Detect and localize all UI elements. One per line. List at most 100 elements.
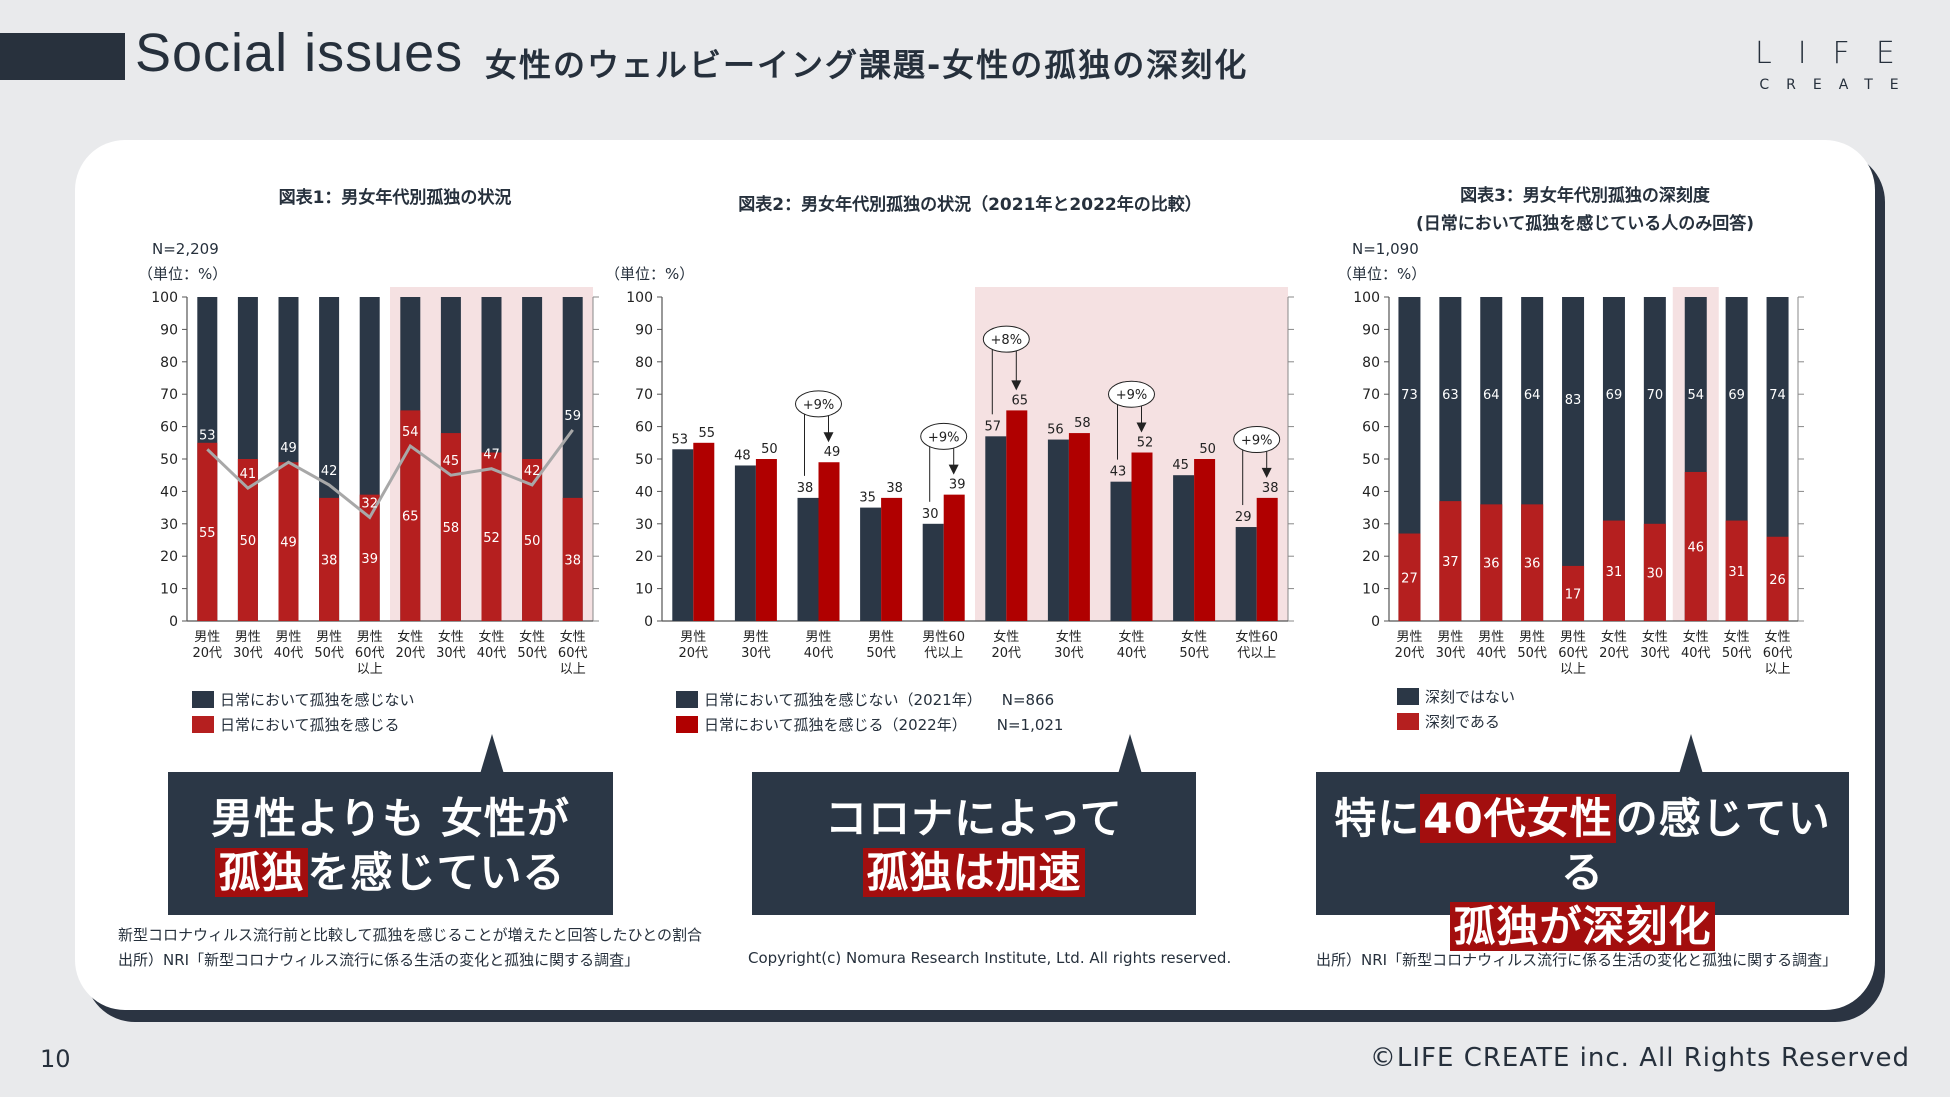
bar-segment-red <box>197 442 218 621</box>
page-subtitle: 女性のウェルビーイング課題-女性の孤独の深刻化 <box>485 46 1249 84</box>
data-label-red: 46 <box>1687 540 1704 555</box>
legend-swatch-dark <box>1397 688 1419 705</box>
x-tick-label: 男性 <box>235 630 261 645</box>
data-label-red: 36 <box>1483 557 1500 572</box>
chart2-title: 図表2：男女年代別孤独の状況（2021年と2022年の比較） <box>738 195 1202 215</box>
x-tick-label: 20代 <box>396 646 426 661</box>
bar-2022 <box>755 459 777 621</box>
x-tick-label: 女性60 <box>1235 629 1278 645</box>
legend-swatch-red <box>676 716 698 733</box>
data-label-red: 30 <box>1647 566 1664 581</box>
annotation-bubble <box>920 422 968 450</box>
y-tick-label: 40 <box>1362 484 1380 500</box>
callout-highlight: 孤独は加速 <box>863 848 1085 897</box>
data-label-dark: 64 <box>1483 388 1500 403</box>
y-tick-label: 0 <box>169 614 178 630</box>
footnote-copyright-nri: Copyright(c) Nomura Research Institute, … <box>748 949 1232 967</box>
x-tick-label: 50代 <box>1179 646 1209 661</box>
y-tick-label: 20 <box>635 549 653 565</box>
x-tick-label: 女性 <box>1683 629 1709 645</box>
legend-swatch-red <box>1397 713 1419 730</box>
x-tick-label: 男性 <box>680 630 706 645</box>
data-label-2021: 48 <box>734 448 751 463</box>
chart3-plot: 01020304050607080901002773男性20代3763男性30代… <box>1353 287 1804 677</box>
x-tick-label: 30代 <box>741 646 771 661</box>
data-label-red: 38 <box>564 553 581 568</box>
x-tick-label: 男性60 <box>922 630 965 645</box>
data-label-red: 27 <box>1401 571 1418 586</box>
bar-2021 <box>922 523 944 621</box>
x-tick-label: 女性 <box>519 629 545 645</box>
x-tick-label: 40代 <box>477 646 507 661</box>
annotation-label: +9% <box>1241 434 1273 449</box>
footer-copyright: ©LIFE CREATE inc. All Rights Reserved <box>1369 1043 1910 1073</box>
bar-2021 <box>1047 439 1069 621</box>
data-label-line: 42 <box>321 464 338 479</box>
x-tick-label: 女性 <box>1601 629 1627 645</box>
y-tick-label: 80 <box>160 355 178 371</box>
data-label-line: 41 <box>240 467 257 482</box>
y-tick-label: 30 <box>1362 517 1380 533</box>
callout-pointer <box>1679 734 1703 774</box>
data-label-2022: 49 <box>824 445 841 460</box>
data-label-2022: 55 <box>699 426 716 441</box>
header-accent-bar <box>0 33 125 80</box>
legend-label: 日常において孤独を感じる <box>220 716 400 734</box>
x-tick-label: 男性 <box>194 630 220 645</box>
y-tick-label: 100 <box>151 290 178 306</box>
x-tick-label: 30代 <box>1436 646 1466 661</box>
data-label-dark: 74 <box>1769 388 1786 403</box>
chart1-plot: 0102030405060708090100男性20代男性30代男性40代男性5… <box>151 287 599 677</box>
y-tick-label: 10 <box>635 582 653 598</box>
annotation-arrow-head <box>1136 422 1147 433</box>
life-create-logo: LIFE CREATE <box>1755 36 1920 93</box>
logo-line2: CREATE <box>1759 77 1916 93</box>
bar-2021 <box>1173 475 1195 621</box>
bar-2022 <box>1006 410 1028 621</box>
x-tick-label: 50代 <box>1517 646 1547 661</box>
footnote-source: 出所）NRI「新型コロナウィルス流行に係る生活の変化と孤独に関する調査」 <box>118 951 640 969</box>
x-tick-label: 男性 <box>357 630 383 645</box>
y-tick-label: 70 <box>1362 387 1380 403</box>
annotation-bubble <box>1233 426 1281 454</box>
y-tick-label: 50 <box>635 452 653 468</box>
data-label-2021: 53 <box>672 432 689 447</box>
callout-box-2: コロナによって 孤独は加速 <box>752 772 1196 915</box>
x-tick-label: 60代 <box>558 646 588 661</box>
legend-label: 日常において孤独を感じない <box>220 691 415 709</box>
x-tick-label: 40代 <box>274 646 304 661</box>
data-label-2022: 52 <box>1137 436 1154 451</box>
bar-segment-red <box>522 459 543 621</box>
x-tick-label: 男性 <box>1437 630 1463 645</box>
y-tick-label: 100 <box>626 290 653 306</box>
x-tick-label: 40代 <box>1117 646 1147 661</box>
x-tick-label: 30代 <box>436 646 466 661</box>
x-tick-label: 20代 <box>1395 646 1425 661</box>
callout-line: 孤独は加速 <box>752 846 1196 900</box>
y-tick-label: 50 <box>160 452 178 468</box>
chart3-subtitle: (日常において孤独を感じている人のみ回答) <box>1415 214 1755 234</box>
data-label-2022: 58 <box>1074 416 1091 431</box>
x-tick-label: 50代 <box>866 646 896 661</box>
data-label-red: 26 <box>1769 573 1786 588</box>
data-label-dark: 63 <box>1442 388 1459 403</box>
chart1-unit: （単位：%） <box>138 265 228 283</box>
legend-label: 日常において孤独を感じない（2021年） <box>704 691 982 709</box>
y-tick-label: 70 <box>635 387 653 403</box>
bar-segment-red <box>1398 533 1421 621</box>
bar-segment-red <box>1725 520 1748 621</box>
x-tick-label: 女性 <box>993 629 1019 645</box>
y-tick-label: 10 <box>1362 582 1380 598</box>
y-tick-label: 20 <box>160 549 178 565</box>
chart2-legend-item: 日常において孤独を感じない（2021年） N=866 <box>676 689 1054 710</box>
x-tick-label: 20代 <box>193 646 223 661</box>
y-tick-label: 20 <box>1362 549 1380 565</box>
data-label-2021: 57 <box>985 419 1002 434</box>
bar-segment-red <box>1439 501 1462 621</box>
data-label-line: 59 <box>564 409 581 424</box>
x-tick-label: 50代 <box>517 646 547 661</box>
data-label-red: 65 <box>402 510 419 525</box>
bar-2021 <box>985 436 1007 621</box>
bar-2021 <box>734 465 756 621</box>
callout-pointer <box>1118 734 1142 774</box>
